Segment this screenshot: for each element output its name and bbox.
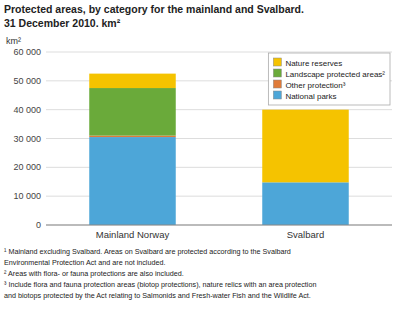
bar (89, 88, 176, 136)
x-tick-label: Mainland Norway (96, 229, 170, 240)
footnote: and biotops protected by the Act relatin… (4, 291, 311, 300)
subtitle: 31 December 2010. km² (4, 17, 121, 29)
grid-line (46, 225, 392, 226)
legend-frame (268, 53, 390, 105)
legend-entry: Other protection³ (285, 81, 345, 90)
bars (89, 74, 349, 225)
bar (89, 137, 176, 225)
footnote: ² Areas with flora- or fauna protections… (4, 269, 184, 278)
x-axis-line (46, 225, 392, 226)
legend-entry: Nature reserves (285, 59, 342, 68)
grid-line (46, 52, 392, 53)
y-axis-label: km² (6, 36, 21, 46)
grid (46, 52, 392, 225)
title: Protected areas, by category for the mai… (4, 3, 304, 15)
y-tick-label: 10 000 (13, 191, 41, 201)
bar (262, 182, 349, 225)
legend-swatch (273, 69, 281, 77)
legend: Nature reserves Landscape protected areas… (268, 53, 390, 105)
x-tick-label: Svalbard (287, 229, 325, 240)
footnote: Environmental Protection Act and are not… (4, 258, 165, 267)
legend-entry: Landscape protected areas² (285, 70, 385, 79)
y-tick-label: 0 (36, 220, 41, 230)
legend-swatch (273, 91, 281, 99)
bar (262, 110, 349, 183)
footnote: ³ Include flora and fauna protection are… (4, 280, 316, 289)
bar (89, 136, 176, 137)
y-tick-label: 30 000 (13, 134, 41, 144)
y-tick-label: 50 000 (13, 76, 41, 86)
legend-entry: National parks (285, 92, 336, 101)
bar (89, 74, 176, 88)
footnote: ¹ Mainland excluding Svalbard. Areas on … (4, 247, 291, 256)
legend-swatch (273, 58, 281, 66)
legend-swatch (273, 80, 281, 88)
y-tick-label: 60 000 (13, 47, 41, 57)
y-tick-label: 20 000 (13, 162, 41, 172)
y-tick-label: 40 000 (13, 105, 41, 115)
